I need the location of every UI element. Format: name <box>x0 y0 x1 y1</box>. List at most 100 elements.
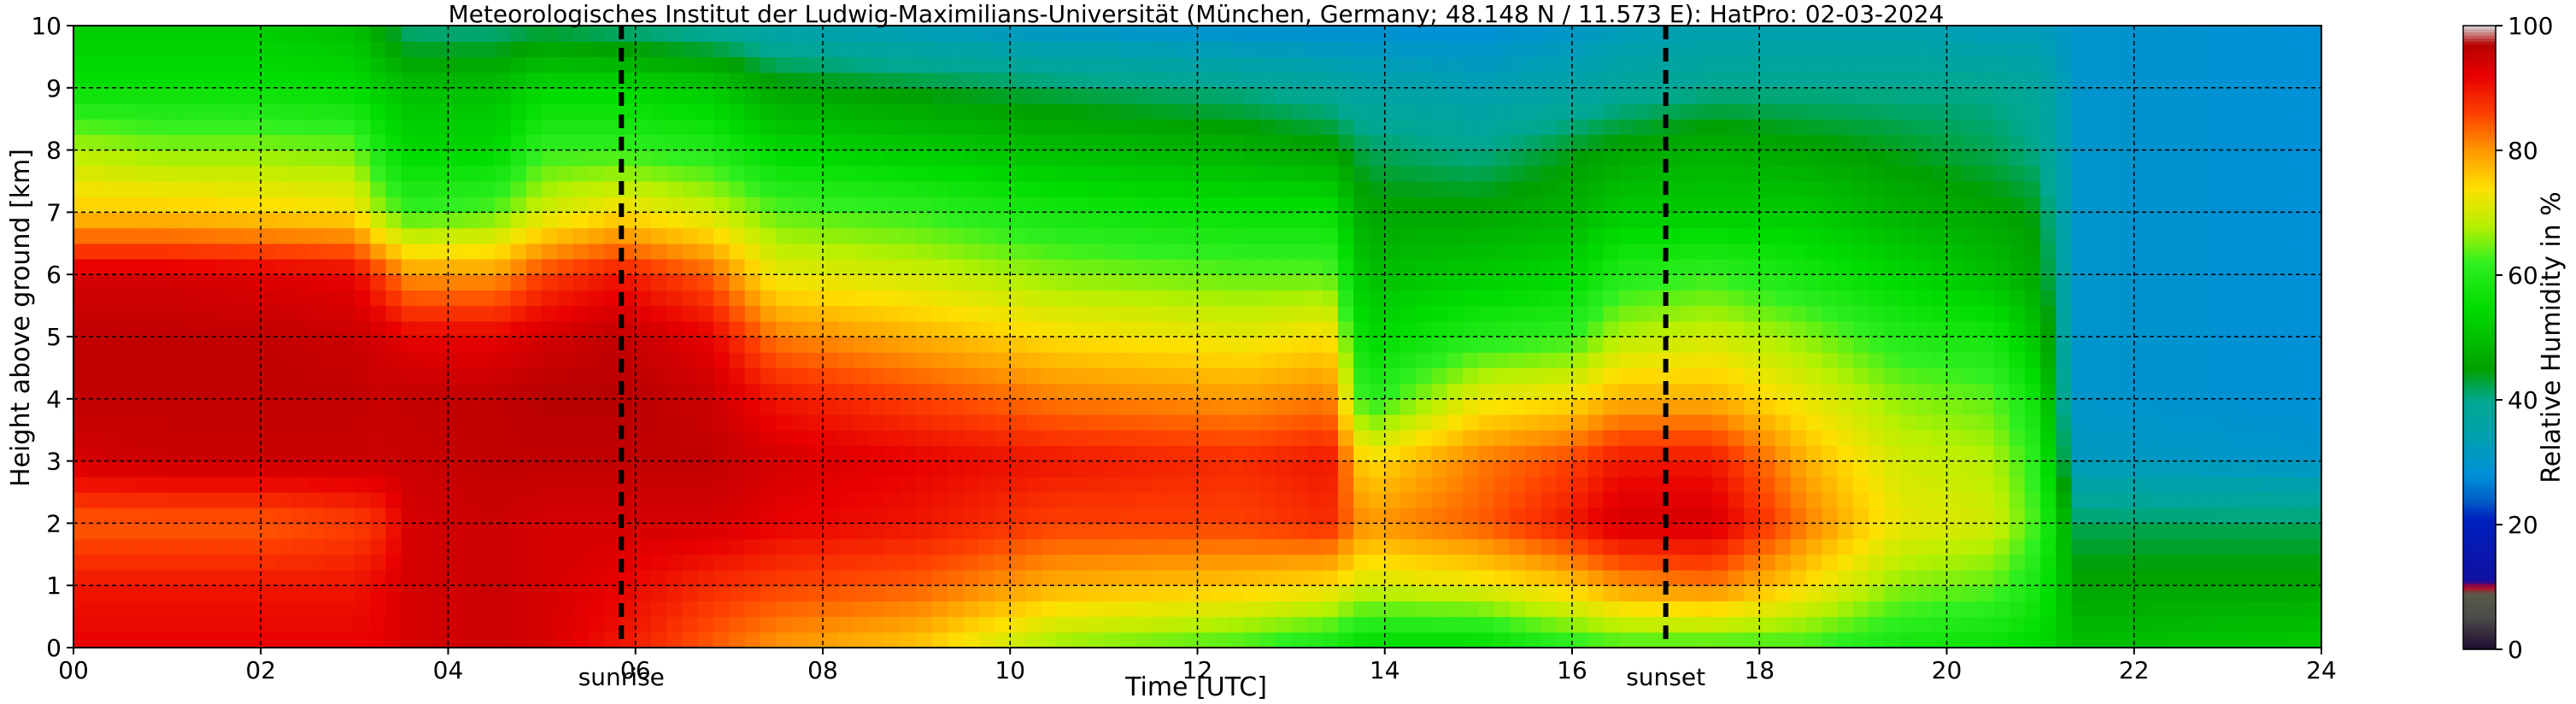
heatmap-cell <box>1650 87 1667 104</box>
heatmap-cell <box>1681 212 1698 229</box>
heatmap-cell <box>1337 320 1354 337</box>
heatmap-cell <box>1025 243 1042 260</box>
heatmap-cell <box>791 492 808 508</box>
heatmap-cell <box>1915 274 1932 290</box>
heatmap-cell <box>744 274 761 290</box>
heatmap-cell <box>1852 538 1869 555</box>
heatmap-cell <box>682 616 699 633</box>
heatmap-cell <box>807 72 824 89</box>
heatmap-cell <box>931 538 948 555</box>
heatmap-cell <box>1572 507 1588 524</box>
heatmap-cell <box>338 119 355 135</box>
heatmap-cell <box>1978 290 1994 307</box>
heatmap-cell <box>1509 398 1526 415</box>
heatmap-cell <box>2009 212 2026 229</box>
heatmap-cell <box>1197 398 1214 415</box>
heatmap-cell <box>1384 461 1401 478</box>
heatmap-cell <box>323 243 340 260</box>
heatmap-cell <box>1650 616 1667 633</box>
heatmap-cell <box>1852 398 1869 415</box>
heatmap-cell <box>276 554 293 571</box>
heatmap-cell <box>354 554 371 571</box>
heatmap-cell <box>214 430 231 446</box>
heatmap-cell <box>1837 476 1854 493</box>
heatmap-cell <box>432 430 449 446</box>
heatmap-cell <box>604 150 621 167</box>
heatmap-cell <box>1369 305 1386 322</box>
heatmap-cell <box>120 227 137 244</box>
heatmap-cell <box>229 181 246 197</box>
heatmap-cell <box>1822 212 1839 229</box>
heatmap-cell <box>1759 227 1776 244</box>
heatmap-cell <box>1837 119 1854 135</box>
heatmap-cell <box>479 72 496 89</box>
heatmap-cell <box>1165 367 1182 384</box>
heatmap-cell <box>1135 259 1152 275</box>
heatmap-cell <box>167 41 184 57</box>
heatmap-cell <box>1993 41 2010 57</box>
heatmap-cell <box>1275 103 1292 120</box>
heatmap-cell <box>1697 243 1714 260</box>
heatmap-cell <box>869 601 886 618</box>
heatmap-cell <box>463 212 480 229</box>
heatmap-cell <box>401 445 418 462</box>
heatmap-cell <box>1478 398 1495 415</box>
heatmap-cell <box>713 41 730 57</box>
heatmap-cell <box>1072 337 1089 353</box>
heatmap-cell <box>308 119 324 135</box>
heatmap-cell <box>1822 414 1839 431</box>
heatmap-cell <box>1337 554 1354 571</box>
heatmap-cell <box>807 150 824 167</box>
heatmap-cell <box>401 165 418 182</box>
heatmap-cell <box>1665 570 1682 586</box>
heatmap-cell <box>854 305 871 322</box>
heatmap-cell <box>432 398 449 415</box>
heatmap-cell <box>869 56 886 73</box>
heatmap-cell <box>89 523 106 540</box>
heatmap-cell <box>666 445 684 462</box>
heatmap-cell <box>1072 87 1089 104</box>
heatmap-cell <box>385 320 402 337</box>
heatmap-cell <box>1384 119 1401 135</box>
heatmap-cell <box>104 476 121 493</box>
heatmap-cell <box>1915 337 1932 353</box>
heatmap-cell <box>1400 570 1417 586</box>
heatmap-cell <box>1416 445 1433 462</box>
heatmap-cell <box>1775 227 1792 244</box>
heatmap-cell <box>276 41 293 57</box>
heatmap-cell <box>916 119 933 135</box>
heatmap-cell <box>1743 631 1760 648</box>
heatmap-cell <box>1665 476 1682 493</box>
heatmap-cell <box>385 601 402 618</box>
heatmap-cell <box>963 570 980 586</box>
heatmap-cell <box>1306 337 1323 353</box>
heatmap-cell <box>1057 414 1073 431</box>
heatmap-cell <box>1025 305 1042 322</box>
heatmap-cell <box>1712 523 1729 540</box>
heatmap-cell <box>901 601 918 618</box>
heatmap-cell <box>1681 398 1698 415</box>
heatmap-cell <box>744 134 761 151</box>
heatmap-cell <box>1899 523 1916 540</box>
heatmap-cell <box>931 41 948 57</box>
heatmap-cell <box>323 476 340 493</box>
heatmap-cell <box>1556 197 1573 213</box>
heatmap-cell <box>948 274 965 290</box>
heatmap-cell <box>1884 290 1901 307</box>
heatmap-cell <box>323 414 340 431</box>
heatmap-cell <box>448 461 465 478</box>
heatmap-cell <box>635 601 652 618</box>
heatmap-cell <box>244 461 261 478</box>
heatmap-cell <box>1806 398 1822 415</box>
heatmap-cell <box>167 181 184 197</box>
heatmap-cell <box>557 290 574 307</box>
heatmap-cell <box>1978 197 1994 213</box>
heatmap-cell <box>666 72 684 89</box>
heatmap-cell <box>1712 414 1729 431</box>
heatmap-cell <box>1259 87 1276 104</box>
heatmap-cell <box>963 631 980 648</box>
heatmap-cell <box>1806 523 1822 540</box>
heatmap-cell <box>323 150 340 167</box>
heatmap-cell <box>542 461 558 478</box>
heatmap-cell <box>963 134 980 151</box>
